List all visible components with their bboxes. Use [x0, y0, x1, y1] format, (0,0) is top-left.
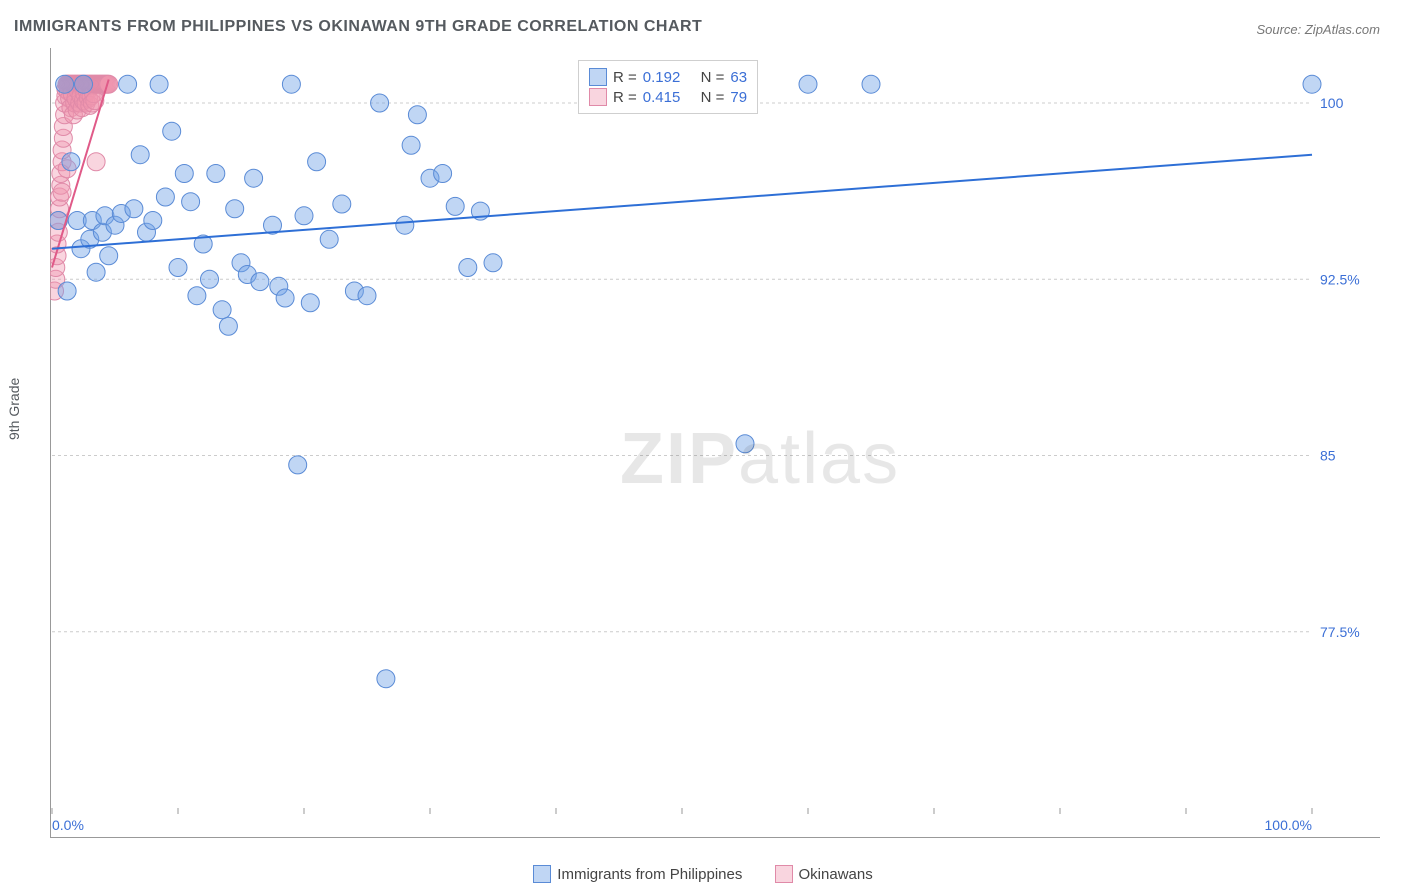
- source-value: ZipAtlas.com: [1305, 22, 1380, 37]
- source-attribution: Source: ZipAtlas.com: [1256, 22, 1380, 37]
- n-label-pink: N =: [701, 89, 725, 106]
- r-label-pink: R =: [613, 89, 637, 106]
- plot-svg: 77.5% 85 92.5% 100 0.0% 100.0%: [50, 48, 1380, 838]
- r-label-blue: R =: [613, 69, 637, 86]
- svg-text:85: 85: [1320, 448, 1336, 464]
- svg-text:0.0%: 0.0%: [52, 817, 84, 833]
- source-prefix: Source:: [1256, 22, 1304, 37]
- y-axis-label: 9th Grade: [6, 378, 22, 440]
- legend-label-pink: Okinawans: [799, 866, 873, 883]
- plot-area: 77.5%8592.5%1000.0%100.0% ZIPatlas R = 0…: [50, 48, 1380, 838]
- r-value-pink: 0.415: [643, 89, 681, 106]
- n-value-pink: 79: [730, 89, 747, 106]
- swatch-blue-icon: [589, 68, 607, 86]
- n-value-blue: 63: [730, 69, 747, 86]
- legend-swatch-pink-icon: [775, 865, 793, 883]
- swatch-pink-icon: [589, 88, 607, 106]
- legend-item-blue: Immigrants from Philippines: [533, 865, 742, 883]
- stats-row-pink: R = 0.415 N = 79: [589, 88, 747, 106]
- stats-row-blue: R = 0.192 N = 63: [589, 68, 747, 86]
- svg-text:92.5%: 92.5%: [1320, 271, 1360, 287]
- stats-legend-box: R = 0.192 N = 63 R = 0.415 N = 79: [578, 60, 758, 114]
- r-value-blue: 0.192: [643, 69, 681, 86]
- svg-text:77.5%: 77.5%: [1320, 624, 1360, 640]
- chart-title: IMMIGRANTS FROM PHILIPPINES VS OKINAWAN …: [14, 18, 702, 36]
- legend-label-blue: Immigrants from Philippines: [557, 866, 742, 883]
- legend-bottom: Immigrants from Philippines Okinawans: [0, 865, 1406, 887]
- svg-text:100: 100: [1320, 95, 1344, 111]
- n-label-blue: N =: [701, 69, 725, 86]
- legend-swatch-blue-icon: [533, 865, 551, 883]
- legend-item-pink: Okinawans: [775, 865, 873, 883]
- svg-text:100.0%: 100.0%: [1265, 817, 1312, 833]
